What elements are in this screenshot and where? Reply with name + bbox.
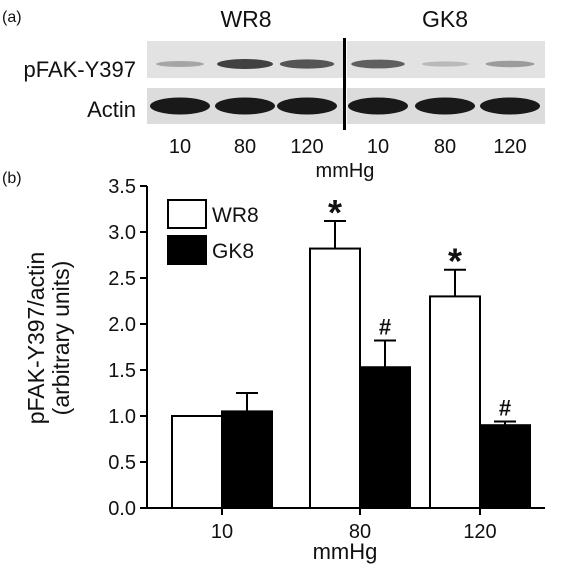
- y-axis-label-line-2: (arbitrary units): [48, 261, 74, 416]
- y-tick-label: 1.0: [108, 406, 136, 428]
- lane-label: 120: [493, 136, 526, 158]
- blot-bands: [150, 59, 540, 115]
- bar-wr8-80: [309, 247, 361, 509]
- lane-label: 120: [290, 136, 323, 158]
- significance-marker: *: [448, 241, 462, 282]
- panel-b-label: (b): [2, 170, 22, 187]
- y-tick-label: 1.5: [108, 360, 136, 382]
- panel-a-xlabel: mmHg: [316, 160, 375, 182]
- pfak-band: [485, 60, 535, 68]
- actin-band: [480, 97, 540, 115]
- western-blot-panel: (a) WR8 GK8 pFAK-Y397 Actin 10 80 120 10…: [2, 6, 545, 182]
- x-axis-label: mmHg: [313, 539, 378, 564]
- row-label-pfak: pFAK-Y397: [23, 57, 136, 82]
- y-axis-label-line-1: pFAK-Y397/actin: [23, 252, 49, 425]
- panel-a-label: (a): [2, 9, 22, 26]
- y-tick-label: 0.0: [108, 498, 136, 520]
- actin-band: [277, 97, 337, 115]
- significance-marker: #: [379, 315, 391, 340]
- x-tick-label: 10: [211, 521, 233, 543]
- legend-swatch: [167, 199, 207, 229]
- lane-labels: 10 80 120 10 80 120: [169, 136, 527, 158]
- pfak-band: [351, 59, 405, 69]
- actin-band: [348, 97, 408, 115]
- lane-label: 80: [434, 136, 456, 158]
- significance-marker: #: [499, 396, 511, 421]
- x-tick-label: 120: [463, 521, 496, 543]
- y-axis-label: pFAK-Y397/actin (arbitrary units): [23, 252, 74, 425]
- x-tick-label: 80: [349, 521, 371, 543]
- pfak-band: [421, 61, 469, 67]
- bar-gk8-10: [221, 410, 273, 509]
- pfak-band: [156, 61, 204, 67]
- y-tick-label: 0.5: [108, 452, 136, 474]
- group-label-wr8: WR8: [220, 6, 271, 32]
- bar-wr8-10: [171, 415, 223, 509]
- y-tick-label: 2.0: [108, 314, 136, 336]
- lane-label: 80: [234, 136, 256, 158]
- group-label-gk8: GK8: [422, 6, 468, 32]
- y-tick-label: 2.5: [108, 268, 136, 290]
- bar-gk8-80: [359, 366, 411, 509]
- y-tick-label: 3.5: [108, 176, 136, 198]
- actin-band: [215, 97, 275, 115]
- blot-strip-pfak-gk8: [347, 41, 545, 78]
- pfak-band: [279, 59, 335, 69]
- pfak-band: [217, 59, 273, 69]
- legend-label: WR8: [212, 204, 259, 227]
- plot-area: 0.0 0.5 1.0 1.5 2.0 2.5 3.0 3.5 10 80 120 * # * # WR8 GK…: [108, 176, 545, 543]
- significance-marker: *: [328, 192, 342, 233]
- legend-label: GK8: [212, 240, 254, 263]
- legend-swatch: [167, 235, 207, 265]
- legend: WR8 GK8: [167, 199, 259, 265]
- lane-label: 10: [367, 136, 389, 158]
- row-label-actin: Actin: [87, 97, 136, 122]
- bar-chart-panel: (b) pFAK-Y397/actin (arbitrary units) 0.…: [2, 170, 545, 564]
- y-tick-label: 3.0: [108, 222, 136, 244]
- bar-gk8-120: [479, 424, 531, 510]
- lane-label: 10: [169, 136, 191, 158]
- bar-wr8-120: [429, 295, 481, 509]
- actin-band: [415, 97, 475, 115]
- actin-band: [150, 97, 210, 115]
